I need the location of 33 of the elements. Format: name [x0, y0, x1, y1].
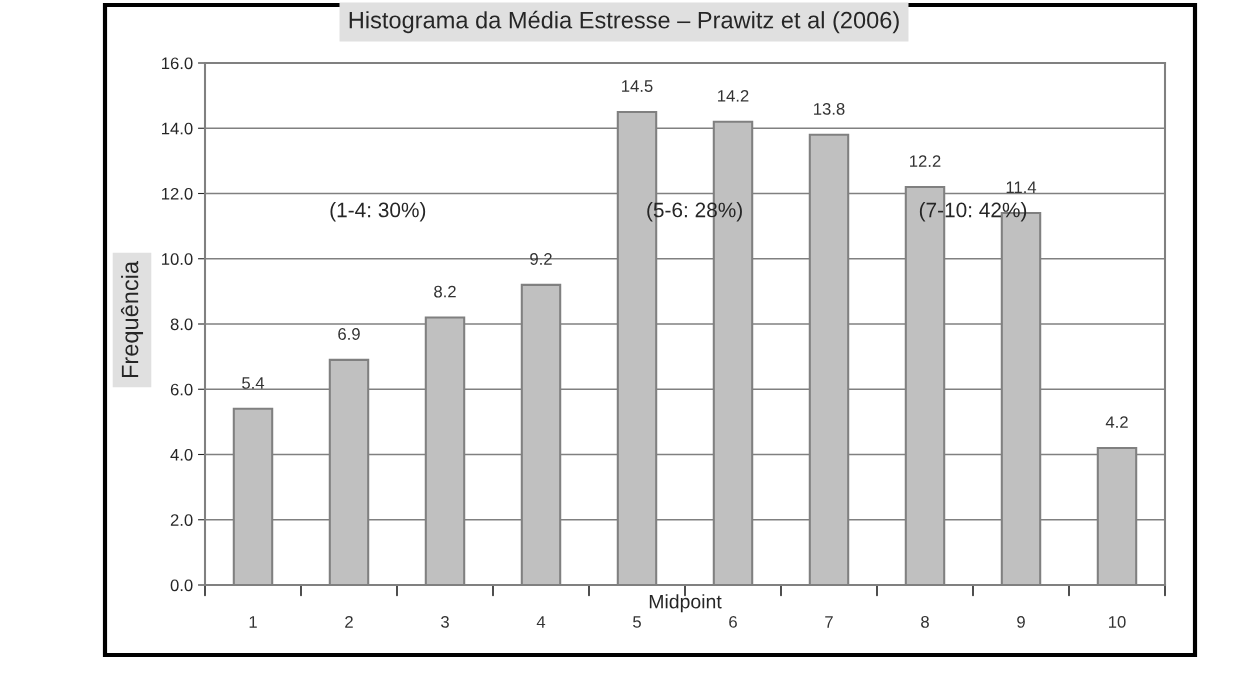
data-label: 5.4	[242, 377, 265, 389]
x-tick-label: 1	[249, 616, 257, 628]
y-tick-label: 4.0	[170, 448, 193, 461]
annotation: (7-10: 42%)	[919, 202, 1027, 222]
x-tick-label: 6	[729, 616, 737, 628]
y-tick-label: 2.0	[170, 514, 193, 526]
data-label: 13.8	[814, 103, 845, 115]
y-tick-label: 10.0	[162, 253, 193, 265]
data-label: 8.2	[434, 285, 456, 298]
y-tick-label: 0.0	[170, 579, 193, 592]
data-label: 4.2	[1105, 416, 1128, 428]
x-tick-label: 4	[536, 616, 546, 628]
x-axis-title: Midpoint	[649, 594, 722, 613]
x-tick-label: 10	[1109, 616, 1126, 628]
y-tick-label: 12.0	[162, 187, 193, 200]
y-tick-label: 8.0	[170, 318, 193, 331]
y-axis-title: Frequência	[120, 260, 144, 378]
y-tick-label: 16.0	[162, 57, 193, 70]
data-label: 14.5	[622, 80, 653, 92]
x-tick-label: 5	[633, 616, 641, 628]
data-label: 11.4	[1006, 181, 1037, 193]
y-tick-label: 14.0	[162, 122, 193, 135]
x-tick-label: 2	[345, 616, 353, 628]
data-label: 6.9	[338, 328, 360, 340]
x-tick-label: 9	[1017, 616, 1025, 628]
y-tick-label: 6.0	[170, 383, 193, 396]
data-label: 12.2	[910, 155, 941, 167]
chart-title: Histograma da Média Estresse – Prawitz et al (2006)	[349, 10, 899, 34]
data-label: 14.2	[718, 89, 749, 102]
x-tick-label: 7	[825, 616, 833, 628]
x-tick-label: 8	[921, 616, 929, 628]
x-tick-label: 3	[441, 616, 449, 628]
annotation: (1-4: 30%)	[330, 202, 426, 222]
